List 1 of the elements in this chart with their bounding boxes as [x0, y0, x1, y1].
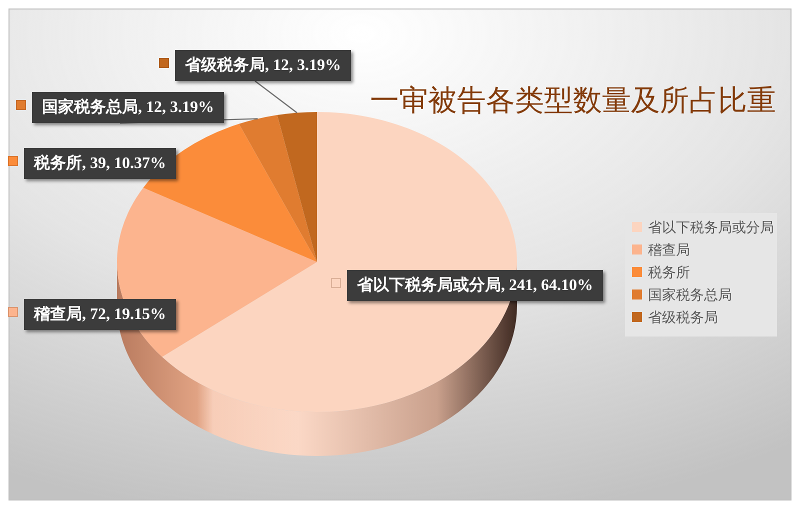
- title: 一审被告各类型数量及所占比重: [370, 85, 776, 117]
